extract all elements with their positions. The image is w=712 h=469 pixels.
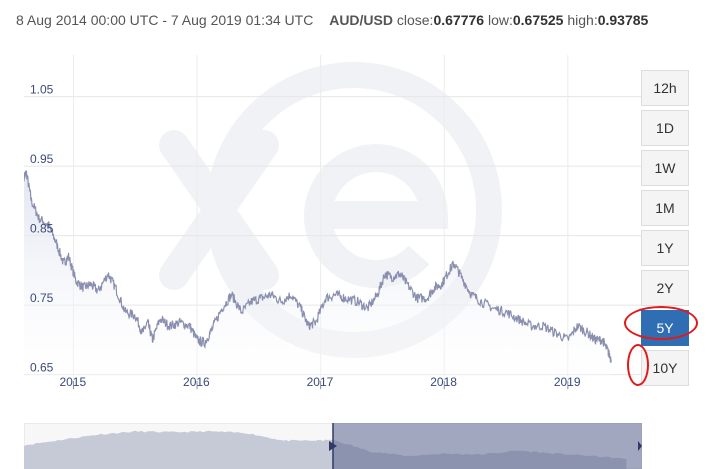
x-tick-label: 2015 [59,375,86,389]
navigator-left-handle-grip[interactable] [329,441,337,451]
range-button-5y[interactable]: 5Y [641,310,689,346]
range-button-1d[interactable]: 1D [641,110,689,146]
chart-area[interactable]: 1.05 0.95 0.85 0.75 0.65 2015 2016 2017 2018 201… [24,55,642,390]
range-button-10y[interactable]: 10Y [641,350,689,386]
x-tick-label: 2016 [183,375,210,389]
chart-series [24,170,612,385]
x-tick-label: 2019 [554,375,581,389]
series-line [24,170,612,363]
y-tick-label: 0.85 [30,222,54,236]
close-value: 0.67776 [433,12,485,28]
navigator-selection[interactable] [333,423,642,469]
navigator-right-handle-grip[interactable] [638,441,642,451]
high-value: 0.93785 [597,12,649,28]
range-navigator[interactable] [24,423,642,469]
close-label: close: [396,12,434,28]
date-range-text: 8 Aug 2014 00:00 UTC - 7 Aug 2019 01:34 … [16,12,314,28]
high-label: high: [567,12,598,28]
series-area [24,170,612,385]
y-tick-label: 0.95 [30,152,54,166]
low-label: low: [487,12,513,28]
y-tick-label: 1.05 [30,83,54,97]
x-tick-label: 2017 [307,375,334,389]
navigator-content [24,423,642,469]
range-button-2y[interactable]: 2Y [641,270,689,306]
y-tick-label: 0.65 [30,361,54,375]
chart-header: 8 Aug 2014 00:00 UTC - 7 Aug 2019 01:34 … [16,8,706,32]
range-button-12h[interactable]: 12h [641,70,689,106]
low-value: 0.67525 [512,12,564,28]
range-button-1w[interactable]: 1W [641,150,689,186]
x-tick-label: 2018 [430,375,457,389]
range-selector: 12h 1D 1W 1M 1Y 2Y 5Y 10Y [641,70,691,390]
y-tick-label: 0.75 [30,291,54,305]
range-button-1m[interactable]: 1M [641,190,689,226]
x-axis: 2015 2016 2017 2018 2019 [59,375,581,389]
price-chart[interactable]: 1.050.950.850.750.65 2015 2016 2017 2018 201… [24,55,642,390]
currency-pair: AUD/USD [329,12,393,28]
y-axis: 1.05 0.95 0.85 0.75 0.65 [30,83,54,375]
range-button-1y[interactable]: 1Y [641,230,689,266]
